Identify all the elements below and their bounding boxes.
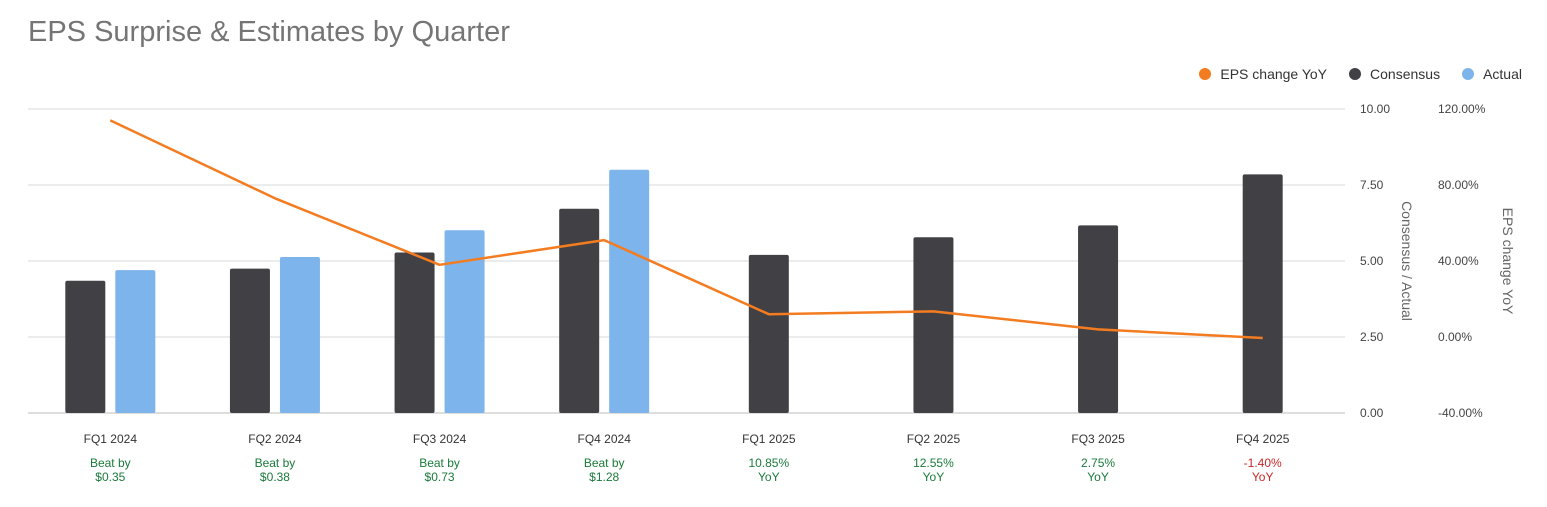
annotation-line1: -1.40% [1244,456,1282,470]
actual-bar [115,270,156,413]
annotation-line1: 2.75% [1081,456,1115,470]
annotation-line1: Beat by [419,456,460,470]
x-tick-label: FQ3 2024 [413,432,467,446]
y-left-tick-label: 7.50 [1360,178,1384,192]
legend-label: Consensus [1370,66,1441,82]
x-tick-label: FQ2 2025 [907,432,961,446]
y-right-axis-title: EPS change YoY [1500,208,1516,315]
y-left-tick-label: 0.00 [1360,406,1384,420]
consensus-bar [559,208,600,413]
consensus-bar [913,237,954,413]
legend-item[interactable]: Actual [1462,66,1522,82]
x-tick-label: FQ1 2024 [84,432,138,446]
annotation-line1: 10.85% [748,456,789,470]
legend-dot-icon [1199,68,1212,80]
legend: EPS change YoY Consensus Actual [1199,66,1522,82]
y-left-axis-title: Consensus / Actual [1399,201,1415,321]
consensus-bar [1242,174,1283,413]
legend-dot-icon [1349,68,1362,80]
legend-label: EPS change YoY [1220,66,1328,82]
legend-dot-icon [1462,68,1475,80]
y-left-tick-label: 2.50 [1360,330,1384,344]
annotation-line2: YoY [1087,470,1109,484]
annotation-line1: 12.55% [913,456,954,470]
annotation-line1: Beat by [90,456,131,470]
annotation-line2: YoY [1252,470,1274,484]
y-right-tick-label: 40.00% [1438,254,1479,268]
consensus-bar [1078,225,1119,413]
annotation-line2: YoY [758,470,780,484]
x-tick-label: FQ2 2024 [248,432,302,446]
y-right-tick-label: 0.00% [1438,330,1472,344]
consensus-bar [229,268,270,413]
annotation-line2: $0.73 [425,470,455,484]
actual-bar [609,169,650,413]
annotation-line2: $1.28 [589,470,619,484]
actual-bar [279,257,320,413]
x-tick-label: FQ1 2025 [742,432,796,446]
legend-item[interactable]: EPS change YoY [1199,66,1327,82]
x-tick-label: FQ4 2024 [578,432,632,446]
consensus-bar [394,252,435,413]
x-tick-label: FQ3 2025 [1071,432,1125,446]
y-right-tick-label: -40.00% [1438,406,1483,420]
chart-title: EPS Surprise & Estimates by Quarter [28,16,510,48]
y-left-tick-label: 5.00 [1360,254,1384,268]
legend-item[interactable]: Consensus [1349,66,1440,82]
actual-bar [444,230,485,413]
consensus-bar [65,280,106,413]
annotation-line2: $0.38 [260,470,290,484]
x-tick-label: FQ4 2025 [1236,432,1290,446]
consensus-bar [748,254,789,413]
annotation-line1: Beat by [584,456,625,470]
y-left-tick-label: 10.00 [1360,102,1390,116]
annotation-line2: YoY [923,470,945,484]
y-right-tick-label: 120.00% [1438,102,1486,116]
y-right-tick-label: 80.00% [1438,178,1479,192]
annotation-line2: $0.35 [95,470,125,484]
annotation-line1: Beat by [255,456,296,470]
legend-label: Actual [1483,66,1522,82]
eps-yoy-line [109,119,1263,340]
